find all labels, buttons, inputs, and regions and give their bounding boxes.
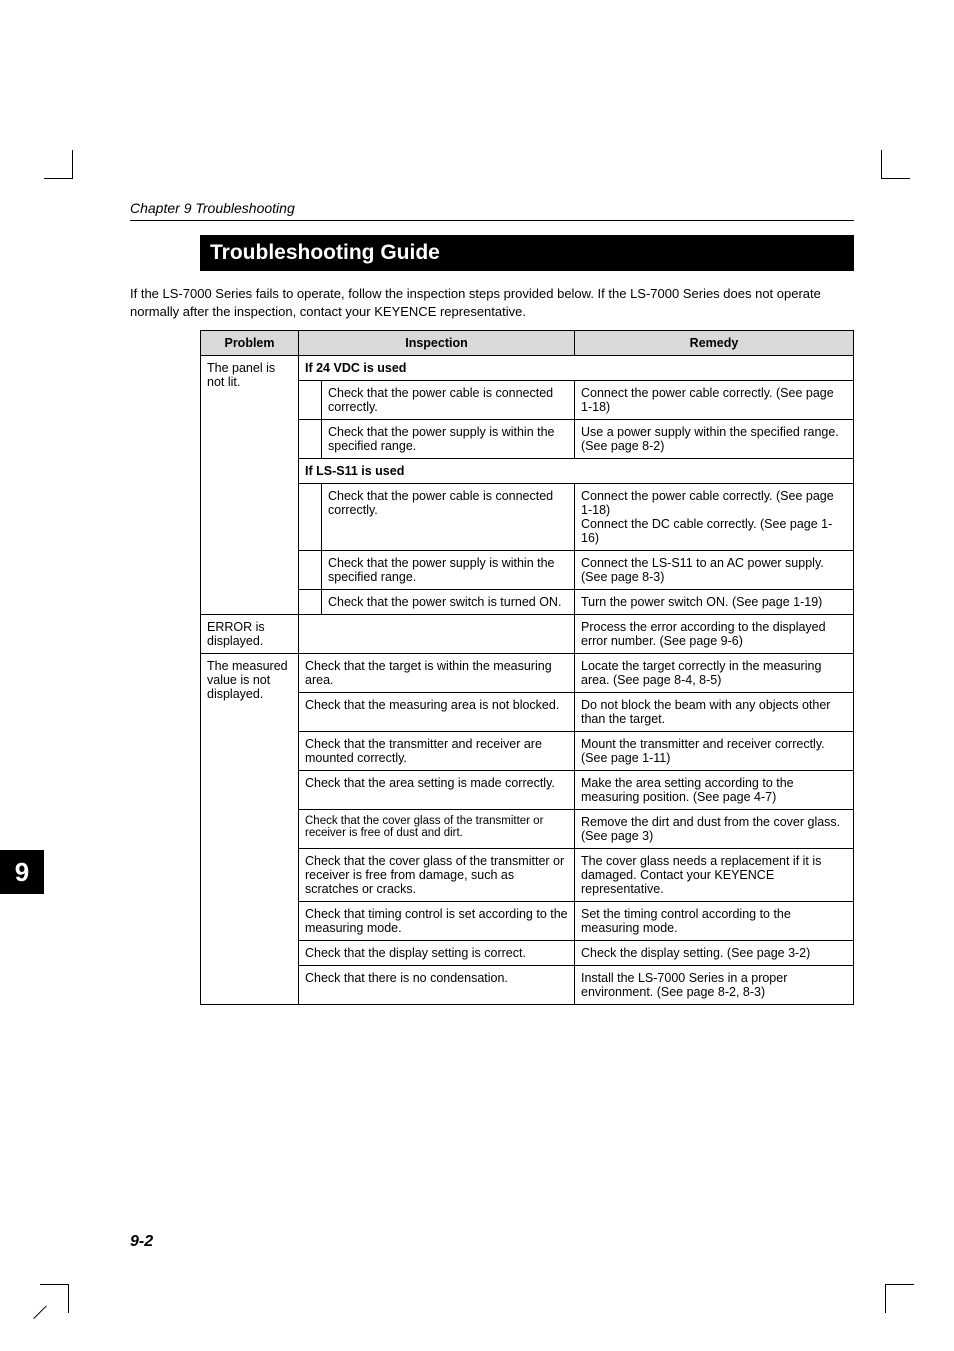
remedy-cell: Connect the power cable correctly. (See … xyxy=(575,484,854,551)
inspection-cell: Check that the target is within the meas… xyxy=(299,654,575,693)
remedy-cell: Connect the LS-S11 to an AC power supply… xyxy=(575,551,854,590)
chapter-side-tab: 9 xyxy=(0,850,44,894)
table-row: Check that the power supply is within th… xyxy=(201,420,854,459)
table-row: Check that the power switch is turned ON… xyxy=(201,590,854,615)
remedy-cell: Mount the transmitter and receiver corre… xyxy=(575,732,854,771)
table-row: Check that the transmitter and receiver … xyxy=(201,732,854,771)
remedy-cell: Process the error according to the displ… xyxy=(575,615,854,654)
table-row: Check that there is no condensation. Ins… xyxy=(201,966,854,1005)
inspection-cell: Check that the power supply is within th… xyxy=(322,420,575,459)
table-row: ERROR is displayed. Process the error ac… xyxy=(201,615,854,654)
inspection-cell: Check that the area setting is made corr… xyxy=(299,771,575,810)
crop-mark-br xyxy=(885,1284,914,1313)
remedy-cell: Do not block the beam with any objects o… xyxy=(575,693,854,732)
remedy-cell: Check the display setting. (See page 3-2… xyxy=(575,941,854,966)
top-rule xyxy=(130,220,854,221)
crop-mark-bl xyxy=(40,1284,69,1313)
remedy-cell: Connect the power cable correctly. (See … xyxy=(575,381,854,420)
table-row: Check that the power supply is within th… xyxy=(201,551,854,590)
table-row: Check that the area setting is made corr… xyxy=(201,771,854,810)
table-row: Check that timing control is set accordi… xyxy=(201,902,854,941)
table-row: Check that the power cable is connected … xyxy=(201,381,854,420)
remedy-cell: The cover glass needs a replacement if i… xyxy=(575,849,854,902)
remedy-cell: Make the area setting according to the m… xyxy=(575,771,854,810)
crop-mark-tr xyxy=(881,150,910,179)
indent-spacer xyxy=(299,381,322,420)
inspection-cell: Check that the power switch is turned ON… xyxy=(322,590,575,615)
remedy-cell: Turn the power switch ON. (See page 1-19… xyxy=(575,590,854,615)
remedy-cell: Install the LS-7000 Series in a proper e… xyxy=(575,966,854,1005)
inspection-cell: Check that timing control is set accordi… xyxy=(299,902,575,941)
troubleshooting-table: Problem Inspection Remedy The panel is n… xyxy=(200,330,854,1005)
table-row: Check that the display setting is correc… xyxy=(201,941,854,966)
col-remedy: Remedy xyxy=(575,331,854,356)
problem-cell: The measured value is not displayed. xyxy=(201,654,299,1005)
table-row: Check that the cover glass of the transm… xyxy=(201,810,854,849)
inspection-cell: Check that the power cable is connected … xyxy=(322,381,575,420)
section-heading: Troubleshooting Guide xyxy=(200,235,854,271)
inspection-cell: Check that the power cable is connected … xyxy=(322,484,575,551)
crop-mark-tl xyxy=(44,150,73,179)
remedy-cell: Locate the target correctly in the measu… xyxy=(575,654,854,693)
table-row: The panel is not lit. If 24 VDC is used xyxy=(201,356,854,381)
inspection-cell: Check that the cover glass of the transm… xyxy=(299,810,575,849)
table-row: Check that the power cable is connected … xyxy=(201,484,854,551)
indent-spacer xyxy=(299,420,322,459)
col-inspection: Inspection xyxy=(299,331,575,356)
if-lss11-row: If LS-S11 is used xyxy=(299,459,854,484)
inspection-cell: Check that the cover glass of the transm… xyxy=(299,849,575,902)
remedy-cell: Remove the dirt and dust from the cover … xyxy=(575,810,854,849)
inspection-cell: Check that the transmitter and receiver … xyxy=(299,732,575,771)
page-content: Chapter 9 Troubleshooting Troubleshootin… xyxy=(130,200,854,1005)
problem-cell: The panel is not lit. xyxy=(201,356,299,615)
inspection-cell: Check that the power supply is within th… xyxy=(322,551,575,590)
table-row: If LS-S11 is used xyxy=(201,459,854,484)
inspection-cell: Check that there is no condensation. xyxy=(299,966,575,1005)
col-problem: Problem xyxy=(201,331,299,356)
remedy-cell: Set the timing control according to the … xyxy=(575,902,854,941)
if-24vdc-row: If 24 VDC is used xyxy=(299,356,854,381)
inspection-cell: Check that the display setting is correc… xyxy=(299,941,575,966)
remedy-cell: Use a power supply within the specified … xyxy=(575,420,854,459)
intro-paragraph: If the LS-7000 Series fails to operate, … xyxy=(130,285,854,320)
table-row: Check that the measuring area is not blo… xyxy=(201,693,854,732)
indent-spacer xyxy=(299,484,322,551)
chapter-title: Chapter 9 Troubleshooting xyxy=(130,200,854,216)
inspection-cell: Check that the measuring area is not blo… xyxy=(299,693,575,732)
table-row: The measured value is not displayed. Che… xyxy=(201,654,854,693)
indent-spacer xyxy=(299,590,322,615)
indent-spacer xyxy=(299,551,322,590)
table-row: Check that the cover glass of the transm… xyxy=(201,849,854,902)
problem-cell: ERROR is displayed. xyxy=(201,615,299,654)
page-number: 9-2 xyxy=(130,1233,153,1251)
inspection-cell xyxy=(299,615,575,654)
table-header-row: Problem Inspection Remedy xyxy=(201,331,854,356)
